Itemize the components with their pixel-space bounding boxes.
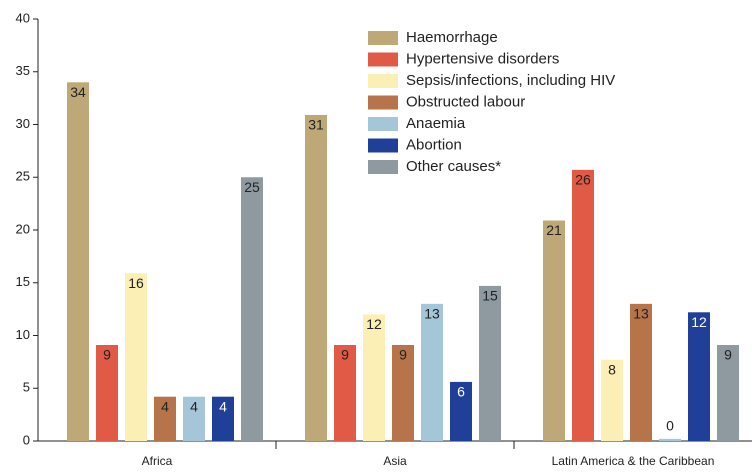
bar — [450, 381, 472, 441]
bar — [421, 303, 443, 441]
value-label: 13 — [424, 306, 440, 322]
legend-swatch — [368, 138, 398, 153]
bar — [212, 396, 234, 441]
bar — [241, 177, 263, 441]
bar — [334, 344, 356, 441]
bar — [479, 285, 501, 441]
x-tick-label: Latin America & the Caribbean — [552, 454, 715, 468]
legend-swatch — [368, 160, 398, 174]
legend-swatch — [368, 95, 398, 110]
bar — [183, 396, 205, 441]
legend-label: Haemorrhage — [406, 29, 498, 46]
bar — [688, 312, 710, 441]
legend-label: Sepsis/infections, including HIV — [406, 72, 615, 89]
value-label: 34 — [70, 84, 86, 100]
value-label: 25 — [244, 179, 260, 195]
y-tick-label: 0 — [23, 432, 30, 447]
legend-swatch — [368, 52, 398, 67]
bar — [67, 82, 89, 442]
bar — [572, 169, 594, 442]
value-label: 26 — [575, 172, 591, 188]
y-tick-label: 10 — [16, 327, 30, 342]
value-label: 4 — [161, 398, 169, 414]
value-label: 8 — [608, 361, 616, 377]
bar — [392, 344, 414, 441]
value-label: 0 — [666, 418, 674, 434]
legend-swatch — [368, 31, 398, 45]
value-label: 4 — [219, 398, 227, 414]
y-tick-label: 20 — [16, 221, 30, 236]
value-label: 6 — [457, 384, 465, 400]
bar — [659, 438, 681, 441]
value-label: 13 — [633, 306, 649, 322]
value-label: 9 — [724, 347, 732, 363]
y-tick-label: 30 — [16, 116, 30, 131]
bar — [305, 115, 327, 441]
value-label: 12 — [366, 316, 382, 332]
y-tick-label: 40 — [16, 10, 30, 25]
value-label: 21 — [546, 222, 562, 238]
bar — [601, 359, 623, 441]
y-tick-label: 25 — [16, 169, 30, 184]
value-label: 16 — [128, 275, 144, 291]
x-tick-label: Asia — [383, 454, 407, 468]
x-tick-label: Africa — [142, 454, 173, 468]
legend-label: Obstructed labour — [406, 93, 525, 110]
bar — [96, 344, 118, 441]
value-label: 12 — [691, 314, 707, 330]
bar — [543, 220, 565, 441]
value-label: 15 — [482, 288, 498, 304]
legend-swatch — [368, 74, 398, 88]
value-label: 9 — [103, 347, 111, 363]
legend-label: Hypertensive disorders — [406, 50, 559, 67]
legend-label: Other causes* — [406, 158, 501, 175]
bar — [717, 344, 739, 441]
bar — [363, 314, 385, 441]
bar — [630, 303, 652, 441]
value-label: 9 — [399, 347, 407, 363]
bar — [125, 273, 147, 441]
value-label: 4 — [190, 398, 198, 414]
y-tick-label: 15 — [16, 274, 30, 289]
legend-label: Abortion — [406, 136, 462, 153]
value-label: 31 — [308, 117, 324, 133]
y-tick-label: 35 — [16, 63, 30, 78]
legend-swatch — [368, 117, 398, 131]
legend-label: Anaemia — [406, 115, 466, 132]
value-label: 9 — [341, 347, 349, 363]
bar — [154, 396, 176, 441]
y-tick-label: 5 — [23, 380, 30, 395]
